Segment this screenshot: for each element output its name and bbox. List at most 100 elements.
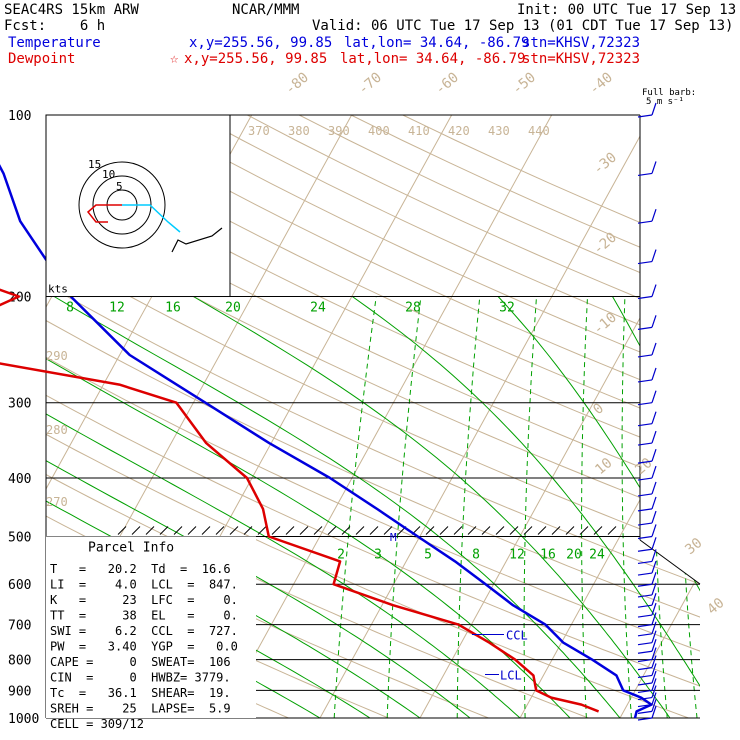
hatch-mark [355,526,365,535]
isotherm-label: -80 [282,70,312,99]
hatch-mark [299,526,309,535]
hodograph-wind-barb [171,227,223,253]
hatch-mark [187,526,197,535]
hatch-mark [369,526,379,535]
wind-barb-flag [651,655,657,668]
wind-barb-flag [651,102,657,116]
hatch-mark [229,526,239,535]
hodograph-ring-label: 15 [88,158,101,171]
wind-barb [637,614,653,618]
mixing-ratio-label: 16 [165,301,181,316]
wind-barb [637,220,653,224]
legend-dewpoint-latlon: lat,lon= 34.64, -86.79 [340,51,526,67]
wind-barb [637,696,653,701]
wind-barb [637,548,653,552]
mixing-ratio-line [581,296,588,718]
hatch-mark [215,526,225,535]
hatch-mark [509,526,519,535]
parcel-info-row: CAPE = 0 SWEAT= 106 [50,655,231,669]
wind-barb-flag [651,537,657,550]
wind-barb-flag [651,621,657,634]
isotherm-label: 40 [704,595,727,618]
valid-time: Valid: 06 UTC Tue 17 Sep 13 (01 CDT Tue … [312,18,734,34]
mixing-ratio-label: 24 [310,301,326,316]
wind-barb-flag [651,685,657,698]
legend-temperature-label: Temperature [8,35,101,51]
hatch-mark [257,526,267,535]
hatch-mark [579,526,589,535]
mixing-ratio-label: 12 [509,547,525,562]
dry-adiabat-line [46,115,700,718]
wind-barb [637,650,653,654]
wind-barb-flag [651,208,657,222]
parcel-info-row: SWI = 6.2 CCL = 727. [50,624,238,638]
legend-dewpoint-star-icon: ☆ [170,51,179,67]
wind-barb [637,658,653,663]
parcel-info-background [46,536,256,718]
isotherm-line [219,115,553,718]
mixing-ratio-label: 28 [405,301,421,316]
wind-barb-flag [651,612,657,625]
mixing-ratio-line [386,296,422,718]
hodograph-ring [78,161,166,249]
pressure-label-800: 800 [8,654,31,669]
isotherm-line [419,115,700,718]
hatch-mark [285,526,295,535]
wind-barb-flag [651,670,657,684]
mixing-ratio-line [333,296,377,718]
hatch-mark [271,526,281,535]
hatch-mark [523,526,533,535]
wind-barb-flag [651,647,657,660]
mixing-ratio-label: 20 [566,547,582,562]
hatch-mark [551,526,561,535]
dry-adiabat-line [46,115,700,718]
wind-barb-flag [651,249,657,262]
wind-barb [637,379,653,383]
forecast-hour: Fcst: 6 h [4,18,106,34]
wind-barb-flag [651,582,657,596]
marker-m: M [390,531,397,544]
theta-label: 380 [288,124,310,138]
wind-barb [637,423,653,427]
hatch-mark [537,526,547,535]
wind-barb [637,560,653,565]
barb-key-line2: 5 m s⁻¹ [646,97,684,107]
wind-barb [637,493,653,497]
isotherm-line [720,115,740,718]
hodograph-unit-label: kts [48,283,68,296]
hatch-mark [383,526,393,535]
hatch-mark [145,526,155,535]
organization: NCAR/MMM [232,2,300,18]
lcl-label: LCL [500,669,522,683]
mixing-ratio-label: 5 [424,547,432,562]
wind-barb [637,594,653,598]
hodograph-trace [122,204,181,233]
theta-label: 430 [488,124,510,138]
isotherm-label: 20 [632,455,655,478]
wind-barb-flag [651,549,657,562]
mixing-ratio-label: 24 [589,547,605,562]
wind-barb-flag [651,448,657,462]
wind-barb-flag [651,342,657,356]
parcel-info-row: TT = 38 EL = 0. [50,609,238,623]
pressure-label-900: 900 [8,684,31,699]
parcel-info-row: LI = 4.0 LCL = 847. [50,578,238,592]
parcel-info-row: PW = 3.40 YGP = 0.0 [50,640,238,654]
isotherm-label: -70 [355,70,385,99]
hatch-mark [243,526,253,535]
isotherm-label: 30 [682,535,705,558]
wind-barb [637,710,653,714]
wind-barb-flag [651,524,657,537]
legend-temperature-latlon: lat,lon= 34.64, -86.79 [344,35,530,51]
mixing-ratio-line [678,296,698,718]
hatch-mark [313,526,323,535]
dry-adiabat-line [46,115,689,718]
hatch-mark [565,526,575,535]
wind-barb-flag [651,510,657,524]
wind-barb [637,402,653,406]
mixing-ratio-line [652,296,668,718]
dry-adiabat-line [46,115,700,718]
dry-adiabat-line [350,115,700,718]
